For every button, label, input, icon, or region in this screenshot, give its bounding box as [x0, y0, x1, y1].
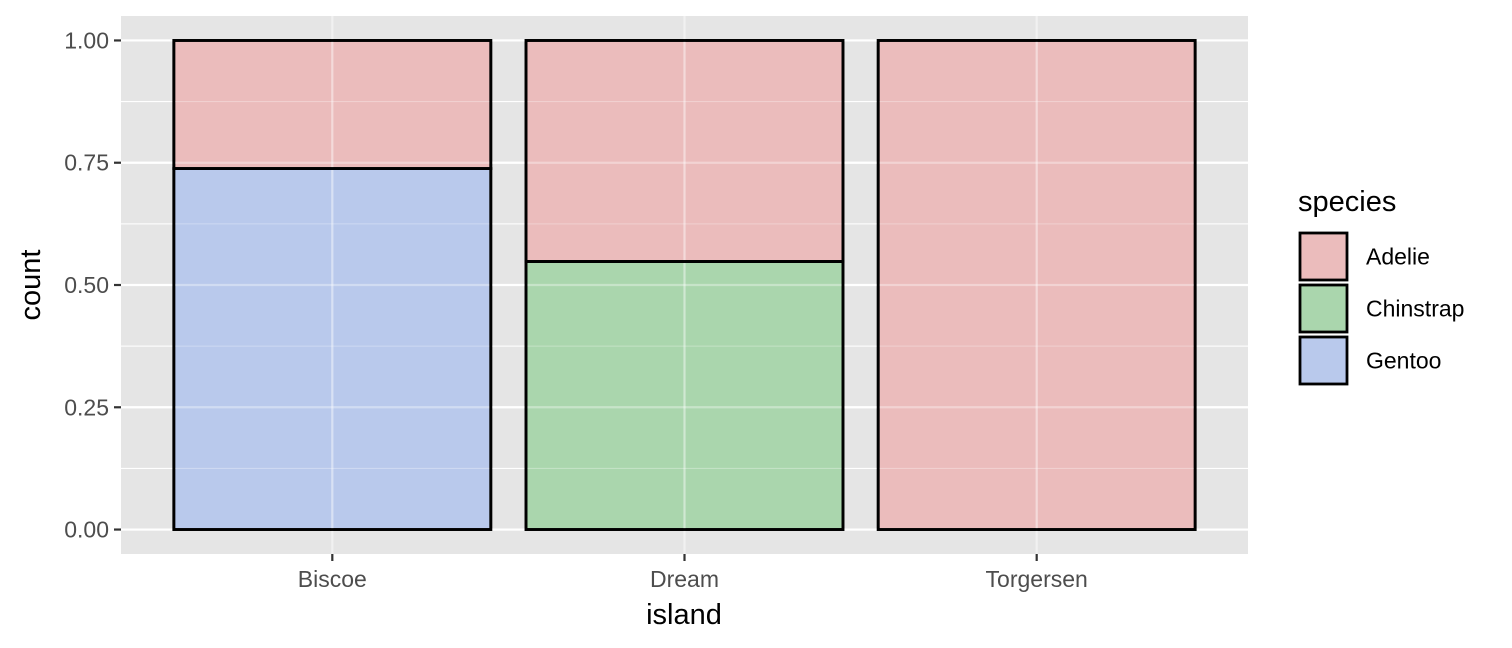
y-tick-label: 1.00	[64, 27, 109, 53]
bar-segment-biscoe-gentoo	[172, 167, 493, 531]
axes: 0.00 0.25 0.50 0.75 1.00 Biscoe Dream Torgersen	[64, 27, 1088, 592]
grid-overlay	[121, 39, 1248, 531]
y-axis-title: count	[15, 250, 47, 321]
bar-outline-torgersen-adelie	[876, 39, 1197, 531]
bar-outline-dream-adelie	[524, 39, 845, 263]
x-tick-label: Biscoe	[298, 566, 367, 592]
legend-label-chinstrap: Chinstrap	[1366, 296, 1464, 322]
legend-label-gentoo: Gentoo	[1366, 348, 1441, 374]
bar-outline-biscoe-adelie	[172, 39, 493, 170]
x-axis-title: island	[646, 599, 722, 631]
legend: species Adelie Chinstrap Gentoo	[1298, 186, 1464, 386]
y-tick-label: 0.75	[64, 150, 109, 176]
legend-label-adelie: Adelie	[1366, 244, 1430, 270]
y-tick-label: 0.00	[64, 517, 109, 543]
legend-key-chinstrap	[1298, 283, 1349, 334]
legend-key-gentoo	[1298, 335, 1349, 386]
legend-key-adelie	[1298, 231, 1349, 282]
y-tick-label: 0.50	[64, 272, 109, 298]
x-tick-label: Torgersen	[986, 566, 1088, 592]
y-tick-label: 0.25	[64, 394, 109, 420]
legend-title: species	[1298, 186, 1396, 218]
x-tick-label: Dream	[650, 566, 719, 592]
bar-segment-torgersen-adelie	[876, 39, 1197, 531]
bars	[172, 39, 1197, 531]
